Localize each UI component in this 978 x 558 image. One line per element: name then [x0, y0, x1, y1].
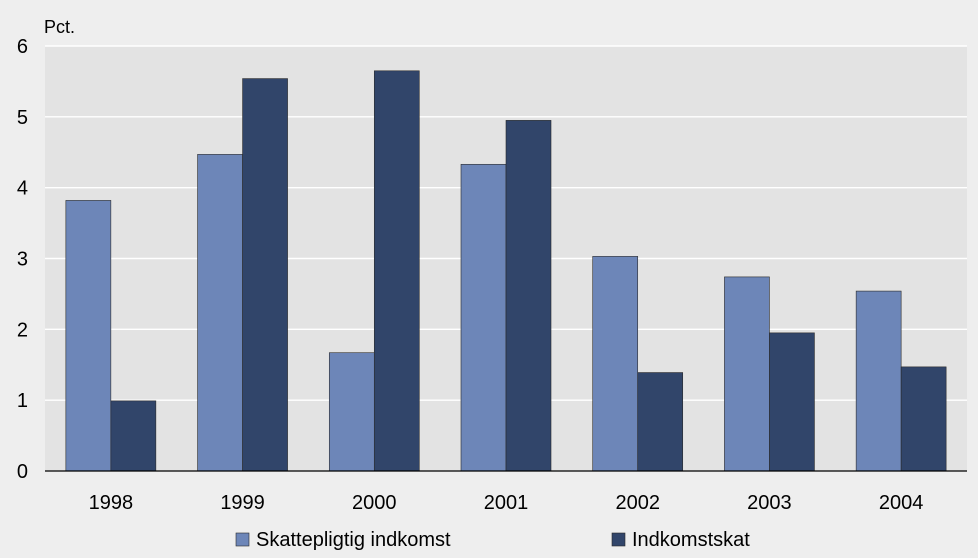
- x-category-label: 2004: [879, 492, 924, 514]
- y-tick-label: 4: [17, 178, 28, 200]
- bar-skattepligtig-indkomst-1998: [65, 200, 112, 472]
- bar-skattepligtig-indkomst-2000: [328, 352, 375, 472]
- legend-label: Skattepligtig indkomst: [256, 529, 451, 551]
- bar-indkomstskat-1999: [242, 78, 288, 472]
- x-category-label: 2003: [747, 492, 792, 514]
- legend-label: Indkomstskat: [632, 529, 750, 551]
- bar-indkomstskat-2001: [505, 120, 552, 472]
- y-axis-ticks: 0 1 2 3 4 5 6: [17, 36, 28, 483]
- y-tick-label: 2: [17, 319, 28, 341]
- x-category-label: 2000: [352, 492, 397, 514]
- y-tick-label: 0: [17, 461, 28, 483]
- x-category-label: 2001: [484, 492, 529, 514]
- bar-skattepligtig-indkomst-1999: [197, 154, 243, 472]
- bar-indkomstskat-1998: [110, 400, 157, 472]
- bar-skattepligtig-indkomst-2001: [460, 163, 507, 472]
- x-axis-category-labels: 1998 1999 2000 2001 2002 2003 2004: [89, 492, 924, 514]
- legend: Skattepligtig indkomst Indkomstskat: [235, 529, 750, 551]
- x-category-label: 2002: [615, 492, 660, 514]
- x-category-label: 1999: [220, 492, 265, 514]
- y-axis-unit-label: Pct.: [44, 17, 75, 37]
- bar-indkomstskat-2000: [373, 70, 420, 472]
- legend-item-skattepligtig-indkomst: Skattepligtig indkomst: [235, 529, 451, 551]
- bar-indkomstskat-2003: [769, 332, 815, 472]
- y-tick-label: 1: [17, 390, 28, 412]
- legend-item-indkomstskat: Indkomstskat: [611, 529, 750, 551]
- bar-skattepligtig-indkomst-2002: [592, 256, 639, 472]
- y-tick-label: 6: [17, 36, 28, 58]
- y-tick-label: 5: [17, 107, 28, 129]
- legend-swatch: [611, 532, 626, 547]
- bars: [65, 70, 947, 472]
- y-tick-label: 3: [17, 249, 28, 271]
- bar-indkomstskat-2002: [637, 372, 684, 472]
- x-category-label: 1998: [89, 492, 134, 514]
- legend-swatch: [235, 532, 250, 547]
- bar-skattepligtig-indkomst-2004: [855, 290, 902, 472]
- bar-indkomstskat-2004: [900, 366, 947, 472]
- bar-skattepligtig-indkomst-2003: [724, 276, 770, 472]
